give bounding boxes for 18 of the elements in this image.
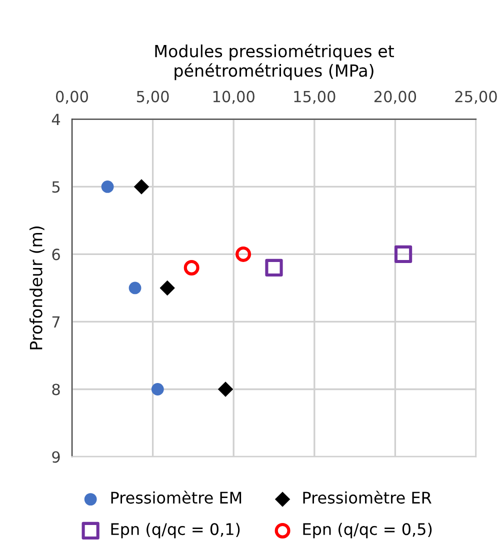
- legend-label: Epn (q/qc = 0,1): [111, 522, 240, 538]
- x-tick-label: 0,00: [56, 90, 88, 104]
- x-axis-title: Modules pressiométriques et pénétrométriques (MPa): [155, 44, 394, 80]
- x-tick-label: 5,00: [136, 90, 169, 104]
- x-tick-label: 15,00: [294, 90, 336, 104]
- x-tick-label: 25,00: [455, 90, 497, 104]
- x-tick-label: 10,00: [213, 90, 254, 104]
- legend-label: Pressiomètre EM: [111, 490, 242, 504]
- y-tick-label: 4: [52, 114, 60, 125]
- x-tick-label: 20,00: [374, 90, 416, 104]
- legend-label: Pressiomètre ER: [303, 490, 432, 504]
- y-tick-label: 8: [52, 384, 60, 396]
- y-tick-label: 9: [52, 451, 60, 463]
- y-tick-label: 6: [52, 248, 60, 260]
- legend-label: Epn (q/qc = 0,5): [303, 522, 432, 538]
- y-tick-label: 7: [52, 316, 60, 328]
- y-tick-label: 5: [52, 181, 60, 193]
- y-axis-title: Profondeur (m): [29, 226, 44, 350]
